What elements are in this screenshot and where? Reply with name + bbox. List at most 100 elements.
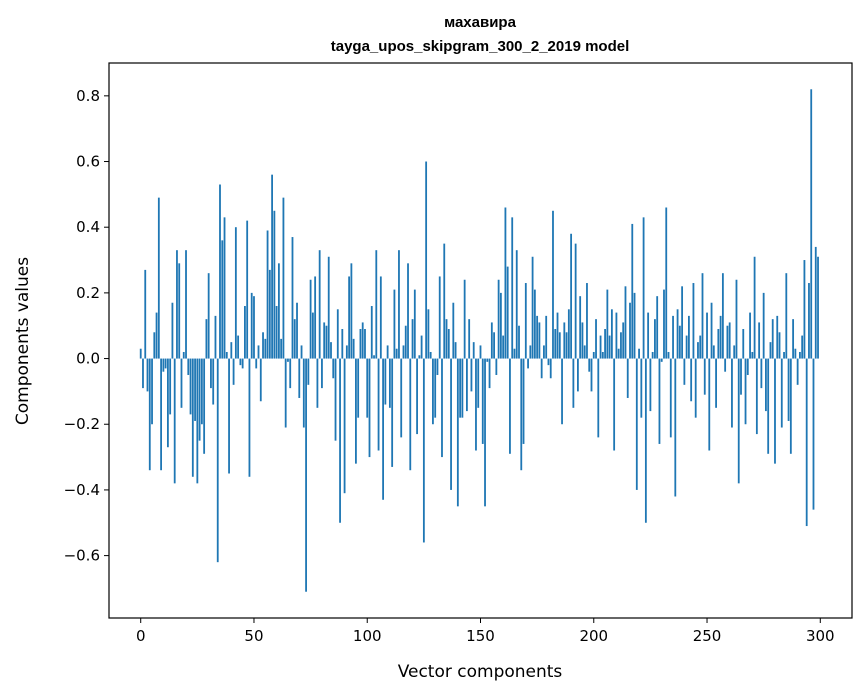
bar-155 (490, 322, 493, 359)
bar-7 (155, 312, 158, 359)
bar-133 (441, 358, 443, 458)
bar-297 (812, 358, 815, 510)
bar-215 (626, 358, 629, 398)
x-tick-label: 200 (579, 627, 608, 645)
bar-240 (683, 358, 686, 385)
bar-275 (762, 292, 765, 359)
bar-51 (255, 358, 258, 369)
bar-55 (264, 338, 267, 359)
y-tick-label: 0.0 (76, 350, 100, 368)
bar-18 (180, 358, 183, 408)
bar-140 (456, 358, 459, 507)
bar-29 (205, 319, 208, 359)
bar-143 (463, 279, 466, 359)
bar-243 (690, 358, 693, 402)
chart-subtitle: tayga_upos_skipgram_300_2_2019 model (331, 38, 630, 55)
bar-109 (386, 345, 389, 359)
bar-237 (676, 309, 679, 359)
bar-139 (454, 342, 457, 359)
bar-271 (753, 256, 756, 359)
bar-47 (246, 220, 249, 359)
bar-118 (407, 263, 409, 359)
bar-73 (305, 358, 307, 592)
bar-85 (332, 358, 335, 379)
bar-127 (427, 309, 430, 359)
bar-17 (178, 263, 181, 359)
bar-79 (318, 250, 321, 359)
bar-208 (610, 309, 613, 359)
bar-41 (232, 358, 235, 385)
bar-256 (719, 315, 722, 359)
bar-5 (151, 358, 153, 425)
bar-188 (565, 332, 568, 359)
bar-2 (144, 269, 147, 359)
bar-197 (586, 283, 588, 359)
bar-242 (688, 315, 690, 359)
bar-193 (577, 358, 579, 392)
bar-177 (540, 358, 543, 379)
plot-area-frame (108, 62, 853, 619)
bar-220 (638, 348, 640, 359)
bar-141 (459, 358, 462, 418)
bar-95 (355, 358, 357, 464)
bar-89 (341, 329, 344, 359)
bar-117 (404, 325, 407, 359)
bar-219 (635, 358, 638, 490)
bar-171 (527, 358, 529, 369)
bar-153 (486, 358, 489, 362)
bar-138 (452, 302, 455, 359)
bar-30 (207, 273, 210, 359)
bar-182 (552, 210, 554, 359)
bar-8 (157, 197, 160, 359)
bar-136 (447, 329, 450, 359)
bar-92 (348, 276, 351, 359)
bar-255 (717, 329, 720, 359)
bar-134 (443, 243, 446, 359)
bar-159 (499, 292, 502, 359)
bar-236 (674, 358, 677, 497)
bar-184 (556, 312, 559, 359)
bar-278 (769, 342, 772, 359)
bar-187 (563, 322, 566, 359)
bar-125 (422, 358, 425, 543)
y-tick-label: 0.8 (76, 87, 100, 105)
bar-225 (649, 358, 652, 412)
bar-83 (327, 256, 330, 359)
bar-13 (169, 358, 172, 415)
bar-290 (796, 358, 799, 385)
bar-94 (352, 338, 355, 359)
bar-170 (524, 283, 527, 359)
bar-144 (466, 358, 468, 412)
bar-172 (529, 345, 532, 359)
x-axis-label: Vector components (398, 662, 563, 682)
bar-65 (287, 358, 289, 362)
bar-119 (409, 358, 412, 471)
bar-31 (210, 358, 212, 389)
bar-123 (418, 355, 421, 359)
bar-292 (801, 335, 804, 359)
bar-26 (198, 358, 201, 441)
bar-267 (744, 358, 747, 425)
bar-107 (382, 358, 384, 500)
bar-101 (368, 358, 371, 458)
bar-49 (250, 292, 253, 359)
bar-173 (531, 256, 534, 359)
bar-217 (631, 223, 634, 359)
bar-150 (479, 345, 482, 359)
bar-164 (511, 217, 514, 359)
bar-174 (533, 289, 536, 359)
bar-296 (810, 89, 813, 359)
bar-231 (663, 289, 665, 359)
bar-260 (728, 322, 731, 359)
bar-132 (438, 276, 441, 359)
bar-277 (767, 358, 770, 454)
bar-210 (615, 312, 618, 359)
bar-81 (323, 322, 326, 359)
bar-149 (477, 358, 480, 408)
bar-160 (502, 335, 505, 359)
bar-4 (148, 358, 151, 471)
bar-251 (708, 358, 711, 451)
bar-287 (789, 358, 792, 454)
bar-199 (590, 358, 593, 392)
bar-247 (699, 335, 702, 359)
